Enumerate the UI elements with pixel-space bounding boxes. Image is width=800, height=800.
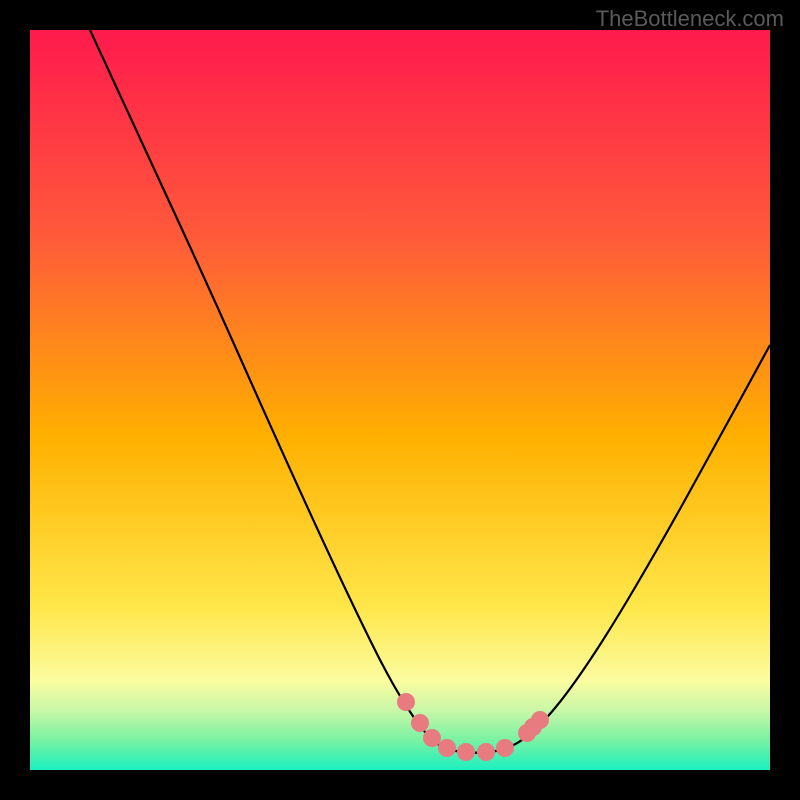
curve-marker (423, 729, 441, 747)
curve-marker (457, 743, 475, 761)
curve-marker (496, 739, 514, 757)
curve-marker (397, 693, 415, 711)
curve-marker (411, 714, 429, 732)
chart-frame: TheBottleneck.com (0, 0, 800, 800)
curve-marker (477, 743, 495, 761)
curve-marker (438, 739, 456, 757)
curve-marker (531, 711, 549, 729)
curve-path (90, 30, 770, 753)
markers-group (397, 693, 549, 761)
curve-group (90, 30, 770, 753)
bottleneck-curve (0, 0, 800, 800)
